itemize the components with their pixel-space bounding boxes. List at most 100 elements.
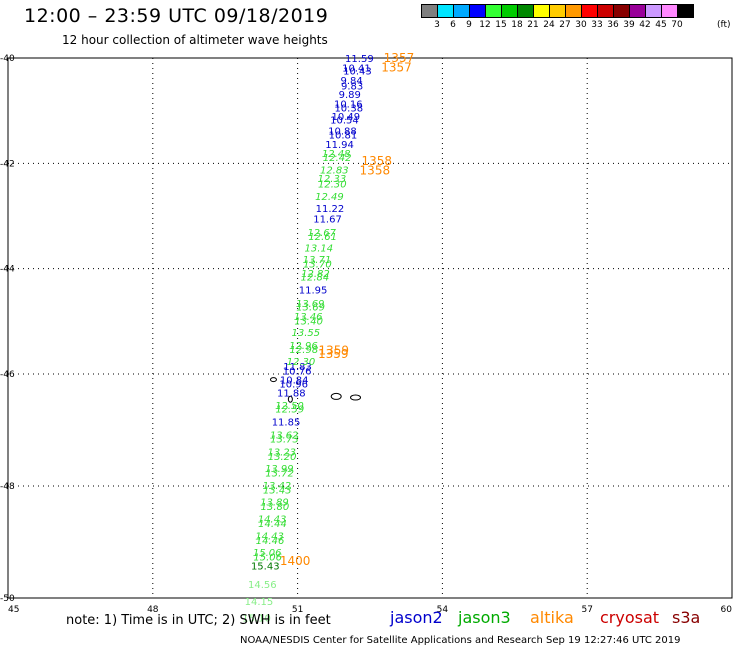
wave-height-label: 13.72 — [265, 469, 294, 480]
y-tick-label: -48 — [0, 482, 15, 492]
footer-credit: NOAA/NESDIS Center for Satellite Applica… — [240, 635, 681, 646]
wave-height-label: 10.84 — [280, 376, 309, 387]
wave-height-label: 10.43 — [343, 67, 372, 78]
wave-height-label: 12.59 — [276, 405, 305, 416]
color-scale-label: 9 — [466, 20, 472, 30]
legend-item-jason3: jason3 — [458, 608, 511, 627]
wave-height-label: 10.16 — [334, 99, 363, 110]
wave-height-label: 13.70 — [303, 259, 332, 270]
wave-height-label: 12.96 — [289, 341, 318, 352]
wave-height-label: 12.83 — [320, 166, 349, 177]
wave-height-label: 13.80 — [261, 502, 290, 513]
wave-height-label: 12.49 — [315, 192, 344, 203]
wave-height-label: 13.46 — [294, 312, 323, 323]
wave-height-label: 13.40 — [294, 316, 323, 327]
wave-height-label: 12.30 — [318, 179, 347, 190]
island-outline — [350, 394, 362, 401]
wave-height-label: 13.99 — [265, 464, 294, 475]
island-outline — [269, 377, 277, 383]
wave-height-label: 13.73 — [270, 434, 299, 445]
wave-height-label: 9.83 — [341, 81, 363, 92]
wave-height-label: 13.14 — [305, 244, 334, 255]
x-tick-label: 57 — [581, 605, 592, 615]
color-scale-unit: (ft) — [717, 20, 731, 30]
wave-height-label: 10.41 — [342, 63, 371, 74]
x-tick-label: 60 — [721, 605, 733, 615]
wave-height-label: 12.30 — [287, 357, 316, 368]
y-tick-label: -50 — [0, 594, 15, 604]
color-scale-swatches — [421, 4, 694, 18]
wave-height-label: 11.83 — [283, 362, 312, 373]
color-scale-label: 30 — [575, 20, 587, 30]
wave-height-label: 13.42 — [263, 481, 292, 492]
map-frame — [7, 57, 733, 599]
x-tick-label: 48 — [147, 605, 159, 615]
color-scale-label: 18 — [511, 20, 523, 30]
wave-height-label: 13.20 — [268, 452, 297, 463]
legend-item-jason2: jason2 — [390, 608, 443, 627]
wave-height-label: 14.43 — [255, 531, 284, 542]
wave-height-label: 15.10 — [242, 614, 271, 625]
island-outline — [287, 395, 293, 403]
wave-height-label: 11.85 — [272, 418, 301, 429]
wave-height-label: 1359 — [318, 347, 349, 361]
wave-height-label: 11.59 — [345, 54, 374, 65]
wave-height-label: 9.89 — [339, 90, 361, 101]
x-tick-label: 54 — [437, 605, 449, 615]
color-scale-labels: 3 6 9 12 15 18 21 24 27 30 33 36 39 42 45 70 — [421, 20, 693, 30]
wave-height-label: 12.33 — [318, 174, 347, 185]
wave-height-label: 10.49 — [332, 112, 361, 123]
map-title: 12:00 – 23:59 UTC 09/18/2019 — [24, 5, 329, 27]
wave-height-label: 10.96 — [279, 380, 308, 391]
x-tick-label: 45 — [8, 605, 19, 615]
legend-item-altika: altika — [530, 608, 574, 627]
color-scale-label: 45 — [655, 20, 667, 30]
wave-height-label: 9.84 — [341, 76, 363, 87]
legend-item-s3a: s3a — [672, 608, 701, 627]
wave-height-label: 1359 — [319, 343, 350, 357]
wave-height-label: 1358 — [360, 164, 391, 178]
color-scale-label: 42 — [639, 20, 651, 30]
y-tick-label: -46 — [0, 370, 15, 380]
color-scale-label: 24 — [543, 20, 555, 30]
wave-height-label: 12.42 — [323, 153, 352, 164]
color-scale-label: 27 — [559, 20, 571, 30]
wave-height-label: 11.22 — [316, 204, 345, 215]
wave-height-label: 13.62 — [270, 430, 299, 441]
x-tick-label: 51 — [292, 605, 303, 615]
wave-height-label: 13.43 — [263, 485, 292, 496]
island-outline — [330, 392, 342, 400]
wave-height-label: 11.94 — [325, 140, 354, 151]
wave-height-label: 1357 — [381, 60, 412, 74]
wave-height-label: 13.55 — [291, 328, 320, 339]
color-scale: 3 6 9 12 15 18 21 24 27 30 33 36 39 42 45 70 — [421, 4, 694, 36]
color-swatch — [677, 4, 694, 18]
wave-height-label: 1358 — [361, 154, 392, 168]
wave-height-label: 13.69 — [296, 299, 325, 310]
wave-height-label: 12.84 — [301, 273, 330, 284]
wave-height-label: 11.67 — [313, 215, 342, 226]
color-scale-label: 12 — [479, 20, 491, 30]
color-scale-label: 3 — [434, 20, 440, 30]
wave-height-label: 13.23 — [267, 447, 296, 458]
y-tick-label: -40 — [0, 54, 15, 64]
wave-height-label: 12.67 — [307, 228, 336, 239]
color-scale-label: 21 — [527, 20, 539, 30]
wave-height-label: 15.43 — [251, 562, 280, 573]
wave-height-label: 1357 — [384, 51, 415, 65]
y-tick-label: -42 — [0, 159, 15, 169]
map-subtitle: 12 hour collection of altimeter wave hei… — [62, 33, 328, 47]
wave-height-label: 11.88 — [277, 388, 306, 399]
legend-item-cryosat: cryosat — [600, 608, 660, 627]
color-scale-label: 70 — [671, 20, 683, 30]
wave-height-label: 15.06 — [253, 548, 282, 559]
note-text: note: 1) Time is in UTC; 2) SWH is in fe… — [66, 613, 331, 628]
wave-height-label: 11.95 — [299, 286, 328, 297]
color-scale-label: 36 — [607, 20, 619, 30]
wave-height-label: 10.81 — [329, 130, 358, 141]
wave-height-label: 15.06 — [253, 553, 282, 564]
wave-height-label: 12.48 — [322, 149, 351, 160]
wave-height-label: 1400 — [280, 554, 311, 568]
wave-height-label: 10.38 — [334, 104, 363, 115]
wave-height-label: 10.54 — [330, 116, 359, 127]
